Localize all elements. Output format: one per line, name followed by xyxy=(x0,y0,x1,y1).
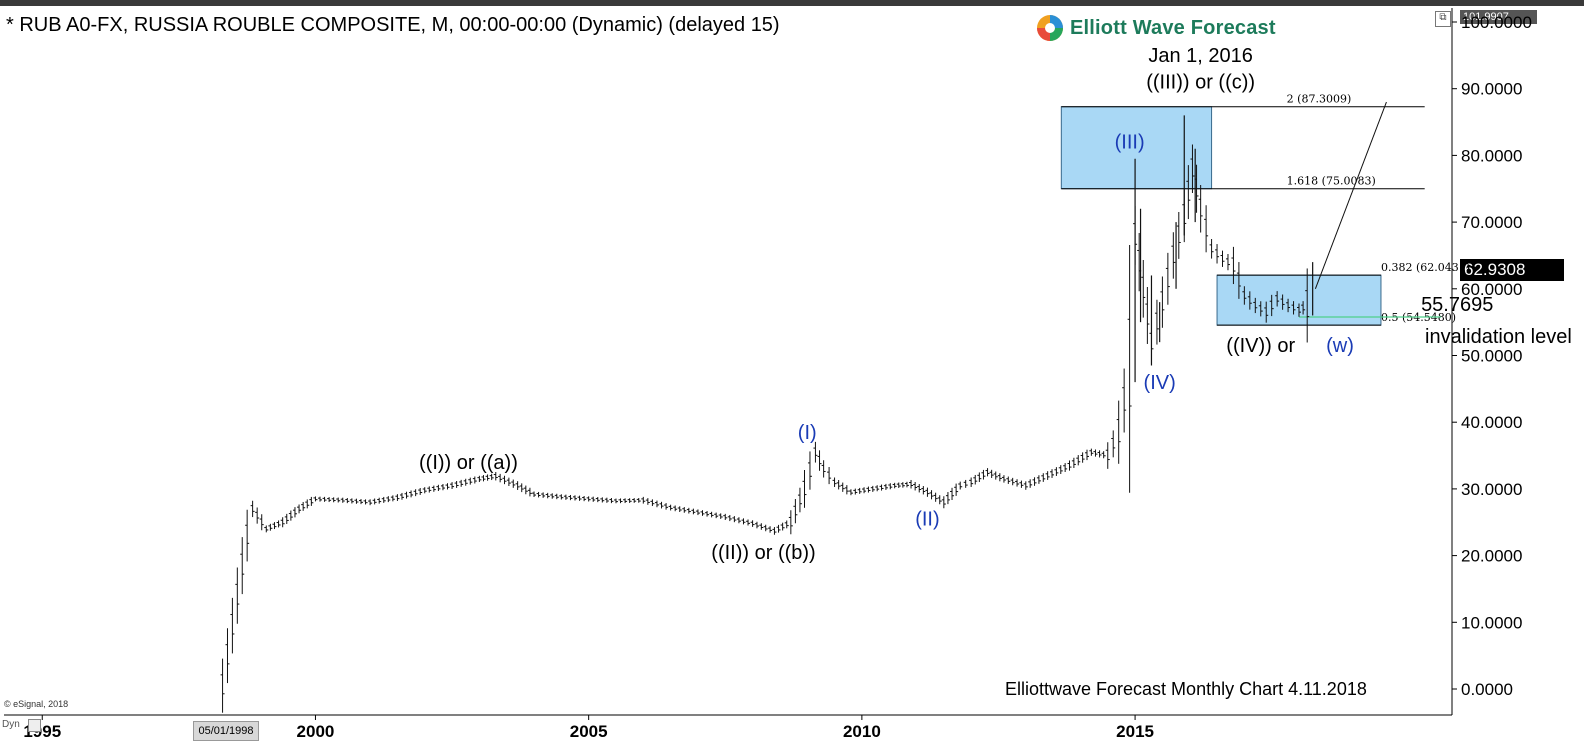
y-tick-label: 50.0000 xyxy=(1461,347,1522,366)
x-tick-label: 2000 xyxy=(297,722,335,741)
logo-icon xyxy=(1037,15,1063,41)
invalidation-text: invalidation level xyxy=(1425,326,1572,348)
logo-text: Elliott Wave Forecast xyxy=(1070,16,1276,39)
wave-label: ((IV)) or xyxy=(1226,335,1295,357)
fib-target-box xyxy=(1216,274,1382,326)
high-price-tag: 101.9907 xyxy=(1460,10,1537,24)
wave-label: ((I)) or ((a)) xyxy=(419,452,518,474)
y-tick-label: 40.0000 xyxy=(1461,413,1522,432)
wave-label: ((III)) or ((c)) xyxy=(1146,72,1255,94)
last-price-tag: 62.9308 xyxy=(1460,259,1564,281)
wave-label: (I) xyxy=(798,422,817,444)
wave-label: Jan 1, 2016 xyxy=(1148,45,1253,67)
projection-line xyxy=(1314,101,1387,289)
logo: Elliott Wave Forecast xyxy=(1036,12,1276,44)
y-tick-label: 100.0000 xyxy=(1461,13,1532,32)
price-series xyxy=(220,115,1314,713)
invalidation-value: 55.7695 xyxy=(1421,294,1493,316)
fib-label: 2 (87.3009) xyxy=(1287,93,1352,106)
fib-target-box xyxy=(1060,106,1213,190)
wave-label: ((II)) or ((b)) xyxy=(711,542,815,564)
y-tick-label: 90.0000 xyxy=(1461,80,1522,99)
lock-icon[interactable] xyxy=(28,719,41,732)
chart-title: * RUB A0-FX, RUSSIA ROUBLE COMPOSITE, M,… xyxy=(6,14,780,36)
y-tick-label: 0.0000 xyxy=(1461,680,1513,699)
fib-label: 1.618 (75.0083) xyxy=(1287,175,1376,188)
fib-label: 0.5 (54.5480) xyxy=(1381,311,1456,324)
y-tick-label: 60.0000 xyxy=(1461,280,1522,299)
fib-label: 0.382 (62.0431) xyxy=(1381,261,1470,274)
wave-label: (IV) xyxy=(1144,372,1176,394)
wave-label: (III) xyxy=(1115,132,1145,154)
x-tick-label: 2010 xyxy=(843,722,881,741)
chart-caption: Elliottwave Forecast Monthly Chart 4.11.… xyxy=(1005,679,1367,699)
wave-label: (w) xyxy=(1326,335,1354,357)
x-tick-label: 2015 xyxy=(1116,722,1154,741)
y-tick-label: 30.0000 xyxy=(1461,480,1522,499)
x-tick-label: 2005 xyxy=(570,722,608,741)
y-tick-label: 80.0000 xyxy=(1461,146,1522,165)
restore-window-icon[interactable]: ⧉ xyxy=(1435,11,1451,27)
dyn-label: Dyn xyxy=(2,719,20,730)
y-tick-label: 20.0000 xyxy=(1461,547,1522,566)
y-tick-label: 70.0000 xyxy=(1461,213,1522,232)
cursor-date-tag: 05/01/1998 xyxy=(193,721,259,741)
y-tick-label: 10.0000 xyxy=(1461,613,1522,632)
top-border xyxy=(0,0,1584,6)
wave-label: (II) xyxy=(915,509,939,531)
copyright-text: © eSignal, 2018 xyxy=(4,699,69,709)
